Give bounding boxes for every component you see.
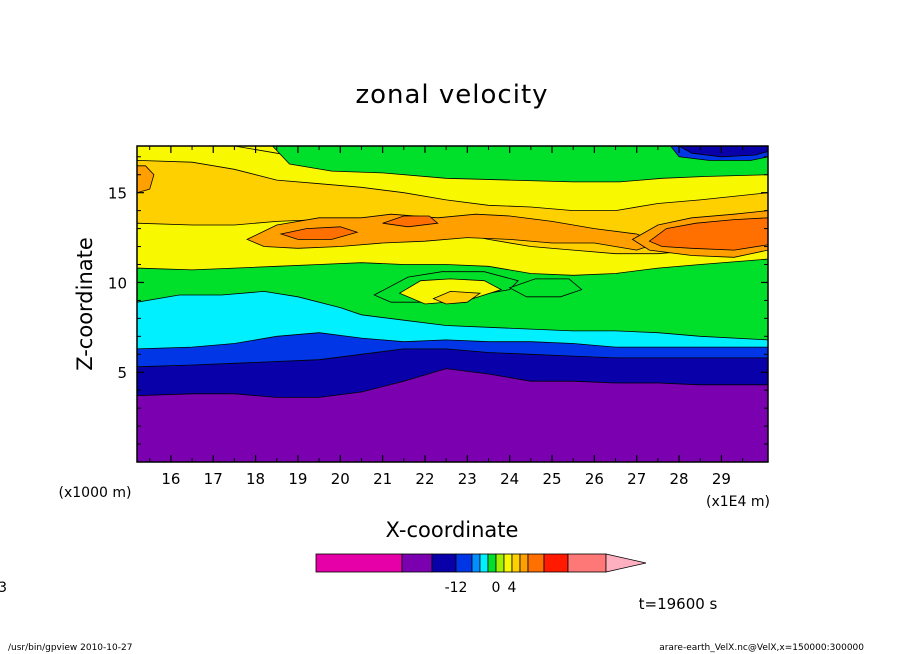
legend-label: -3 [0,580,7,596]
x-unit-right: (x1E4 m) [706,494,770,510]
y-axis-label: Z-coordinate [73,237,97,371]
y-tick-label: 5 [117,364,127,382]
legend-swatch [495,553,505,573]
legend-label: 4 [508,580,517,596]
legend-label: -12 [445,580,468,596]
contour-patch-4 [382,215,439,228]
x-tick-label: 18 [246,470,265,488]
x-tick-label: 27 [627,470,646,488]
legend-swatch [455,553,473,573]
contour-patches [136,145,769,305]
contour-bands [136,145,769,463]
band-lowest [136,368,769,463]
legend-swatch [519,553,529,573]
plot-frame [136,145,769,463]
contour-patch-7 [432,290,482,305]
x-tick-label: 23 [458,470,477,488]
legend-swatch [315,553,403,573]
x-tick-label: 17 [204,470,223,488]
x-tick-label: 22 [415,470,434,488]
x-tick-label: 25 [542,470,561,488]
x-tick-label: 19 [288,470,307,488]
legend-swatch [567,553,607,573]
legend-swatch [543,553,569,573]
legend-swatch [431,553,457,573]
contour-patch-8 [508,278,583,298]
legend-swatch [479,553,489,573]
footer-right: arare-earth_VelX.nc@VelX,x=150000:300000 [659,643,864,653]
x-tick-label: 24 [500,470,519,488]
legend-swatch [511,553,521,573]
legend-arrow [605,553,647,573]
legend-swatch [401,553,433,573]
color-legend: -12 -3 04 [0,553,647,596]
y-tick-label: 15 [108,185,127,203]
legend-swatch [527,553,545,573]
legend-swatch [487,553,497,573]
contour-patch-3 [279,226,359,240]
x-tick-label: 16 [161,470,180,488]
x-tick-label: 20 [331,470,350,488]
axis-ticks: 16 17 18 19 20 21 22 23 24 25 26 27 28 29 5 10 15 [108,146,768,488]
legend-swatch [503,553,513,573]
legend-label: 0 [492,580,501,596]
footer-left: /usr/bin/gpview 2010-10-27 [8,643,132,653]
x-tick-label: 26 [585,470,604,488]
x-tick-label: 21 [373,470,392,488]
chart-title: zonal velocity [355,80,548,110]
y-tick-label: 10 [108,274,127,292]
x-axis-label: X-coordinate [386,518,519,542]
x-tick-label: 29 [712,470,731,488]
x-unit-left: (x1000 m) [59,485,132,501]
time-label: t=19600 s [639,595,718,613]
x-tick-label: 28 [670,470,689,488]
legend-swatch [471,553,481,573]
